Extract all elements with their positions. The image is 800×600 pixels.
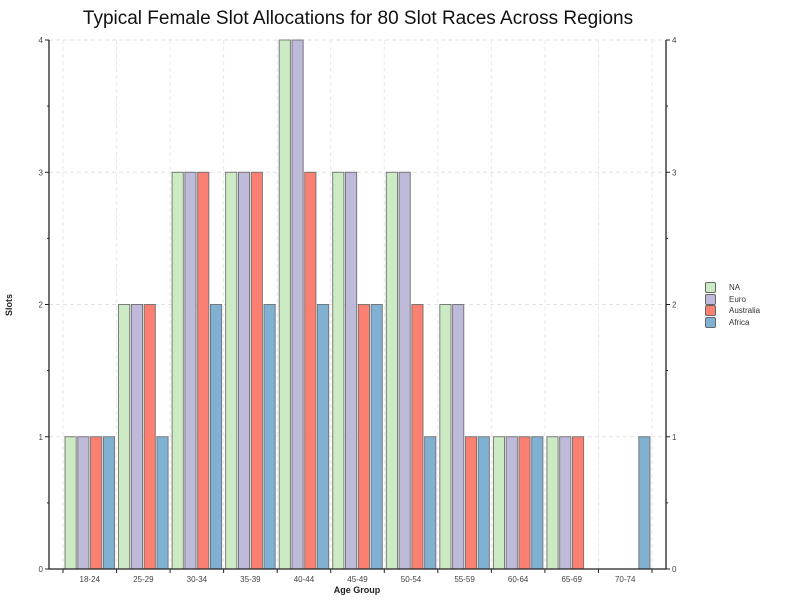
x-tick-label: 60-64 <box>508 575 529 584</box>
bar-africa-18-24 <box>102 436 115 570</box>
bar-africa-40-44 <box>317 304 330 570</box>
bar-series-group <box>64 39 651 570</box>
bar-australia-40-44 <box>304 171 317 570</box>
legend-swatch-icon <box>705 293 716 305</box>
bar-euro-65-69 <box>559 436 572 570</box>
legend-swatch-icon <box>705 305 716 317</box>
bar-na-60-64 <box>492 436 506 570</box>
bar-africa-45-49 <box>370 304 383 570</box>
y-tick-label-right: 2 <box>672 301 677 310</box>
x-tick-label: 25-29 <box>133 575 154 584</box>
legend-item-na: NA <box>705 282 760 294</box>
bar-euro-45-49 <box>345 171 358 570</box>
bar-euro-35-39 <box>237 171 251 570</box>
y-tick-label-right: 0 <box>672 565 677 574</box>
legend-item-euro: Euro <box>705 293 760 306</box>
bar-na-50-54 <box>385 171 398 570</box>
y-tick-label-left: 3 <box>39 168 44 177</box>
bar-australia-30-34 <box>197 171 210 570</box>
bar-africa-55-59 <box>477 436 490 570</box>
axes: 0 0 1 1 2 2 3 3 4 4 18-24 25-29 30-34 35-39 40-44 45-49… <box>39 36 677 584</box>
bar-na-65-69 <box>546 436 559 570</box>
legend-swatch-icon <box>705 282 716 294</box>
x-tick-label: 45-49 <box>347 575 368 584</box>
bar-africa-35-39 <box>263 304 276 570</box>
bar-australia-55-59 <box>464 436 478 570</box>
x-tick-label: 30-34 <box>187 575 208 584</box>
bar-australia-45-49 <box>357 304 370 570</box>
legend-item-australia: Australia <box>705 305 760 317</box>
bar-euro-50-54 <box>398 171 411 570</box>
bar-na-30-34 <box>171 171 184 570</box>
bar-australia-50-54 <box>411 304 424 570</box>
y-axis-label: Slots <box>4 294 14 316</box>
x-axis-label: Age Group <box>334 585 381 595</box>
bar-africa-70-74 <box>638 436 651 570</box>
bar-na-40-44 <box>278 39 291 570</box>
bar-australia-60-64 <box>518 436 531 570</box>
bar-australia-65-69 <box>572 436 585 570</box>
y-tick-label-left: 2 <box>39 301 44 310</box>
bar-euro-60-64 <box>505 436 518 570</box>
x-tick-label: 55-59 <box>454 575 475 584</box>
y-tick-label-left: 1 <box>39 433 44 442</box>
bar-africa-50-54 <box>424 436 437 570</box>
y-tick-label-right: 4 <box>672 36 677 45</box>
x-tick-label: 40-44 <box>294 575 315 584</box>
bar-na-45-49 <box>332 171 345 570</box>
bar-africa-25-29 <box>156 436 169 570</box>
legend-swatch-icon <box>705 316 716 328</box>
bar-euro-25-29 <box>130 304 143 570</box>
x-tick-label: 35-39 <box>240 575 261 584</box>
bar-africa-30-34 <box>209 304 223 570</box>
legend-label: Africa <box>729 317 750 327</box>
legend-label: Australia <box>729 306 761 316</box>
legend-label: Euro <box>729 294 746 304</box>
legend-label: NA <box>729 283 741 293</box>
bar-na-25-29 <box>118 304 131 570</box>
bar-euro-40-44 <box>291 39 304 570</box>
y-tick-label-right: 1 <box>672 433 677 442</box>
legend-item-africa: Africa <box>705 316 760 329</box>
bar-na-18-24 <box>64 436 77 570</box>
bar-euro-30-34 <box>184 171 197 570</box>
chart-title: Typical Female Slot Allocations for 80 S… <box>82 8 634 29</box>
y-tick-label-left: 4 <box>39 36 44 45</box>
y-tick-label-right: 3 <box>672 168 677 177</box>
bar-na-35-39 <box>225 171 238 570</box>
x-tick-label: 50-54 <box>401 575 422 584</box>
bar-na-55-59 <box>439 304 452 570</box>
legend: NA Euro Australia Africa <box>705 282 760 328</box>
bar-australia-35-39 <box>250 171 263 570</box>
bar-africa-60-64 <box>531 436 544 570</box>
x-tick-label: 65-69 <box>561 575 582 584</box>
x-tick-label: 18-24 <box>80 575 101 584</box>
y-tick-label-left: 0 <box>39 565 44 574</box>
bar-euro-18-24 <box>77 436 90 570</box>
bar-euro-55-59 <box>452 304 465 570</box>
bar-australia-18-24 <box>90 436 103 570</box>
bar-australia-25-29 <box>143 304 156 570</box>
x-tick-label: 70-74 <box>615 575 636 584</box>
